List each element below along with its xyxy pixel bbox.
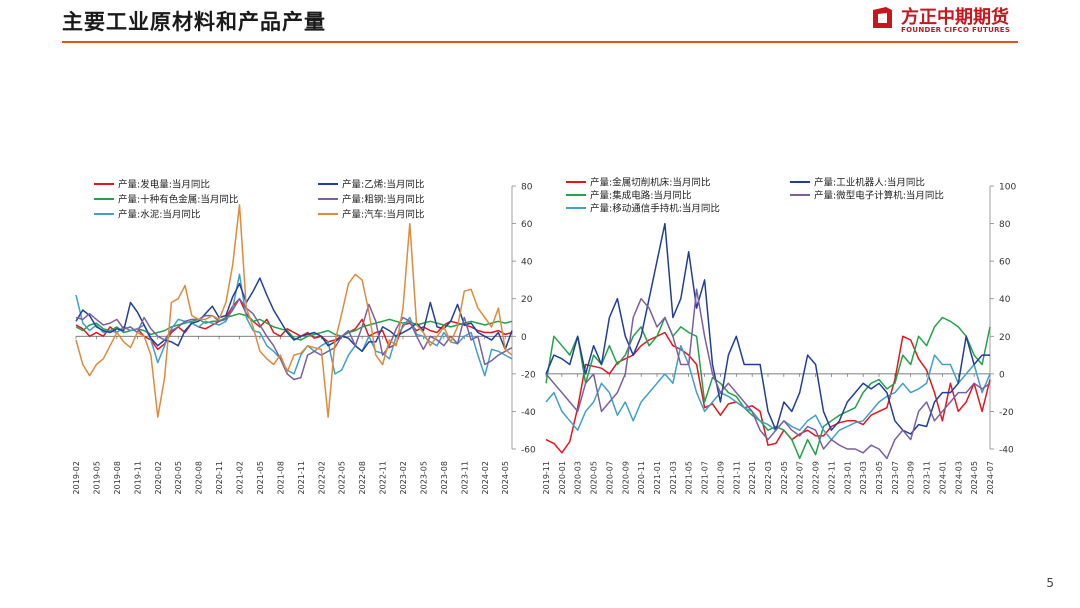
x-tick-label: 2022-09 bbox=[812, 461, 821, 494]
legend-label: 产量:汽车:当月同比 bbox=[342, 209, 424, 221]
y-tick-label: 80 bbox=[521, 183, 533, 193]
series-line bbox=[75, 277, 513, 353]
x-tick-label: 2019-11 bbox=[542, 461, 551, 494]
y-tick-label: 100 bbox=[999, 183, 1016, 193]
x-tick-label: 2020-02 bbox=[154, 461, 163, 494]
y-tick-label: 80 bbox=[999, 220, 1011, 230]
page-number: 5 bbox=[1046, 576, 1054, 590]
x-tick-label: 2024-05 bbox=[501, 461, 510, 494]
series-line bbox=[75, 204, 513, 418]
x-tick-label: 2019-08 bbox=[113, 461, 122, 494]
header-divider bbox=[62, 41, 1018, 43]
series-line bbox=[545, 344, 991, 441]
x-tick-label: 2022-05 bbox=[780, 461, 789, 494]
y-tick-label: 20 bbox=[521, 295, 533, 305]
x-tick-label: 2023-11 bbox=[923, 461, 932, 494]
x-tick-label: 2019-02 bbox=[72, 461, 81, 494]
x-tick-label: 2023-05 bbox=[875, 461, 884, 494]
x-tick-label: 2024-02 bbox=[481, 461, 490, 494]
x-tick-label: 2022-08 bbox=[358, 461, 367, 494]
x-tick-label: 2020-01 bbox=[558, 461, 567, 494]
legend-label: 产量:发电量:当月同比 bbox=[118, 179, 210, 191]
x-tick-label: 2021-08 bbox=[276, 461, 285, 494]
x-tick-label: 2020-08 bbox=[195, 461, 204, 494]
logo-name-cn: 方正中期期货 bbox=[901, 7, 1009, 28]
series-line bbox=[545, 288, 991, 460]
logo-mark-icon bbox=[873, 7, 892, 28]
x-tick-label: 2022-11 bbox=[827, 461, 836, 494]
x-tick-label: 2023-05 bbox=[419, 461, 428, 494]
y-tick-label: 20 bbox=[999, 333, 1011, 343]
legend-label: 产量:微型电子计算机:当月同比 bbox=[814, 190, 944, 202]
x-tick-label: 2024-05 bbox=[970, 461, 979, 494]
legend-label: 产量:十种有色金属:当月同比 bbox=[118, 194, 238, 206]
x-tick-label: 2023-01 bbox=[843, 461, 852, 494]
logo-name-en: FOUNDER CIFCO FUTURES bbox=[901, 26, 1011, 34]
x-tick-label: 2019-11 bbox=[133, 461, 142, 494]
series-line bbox=[545, 222, 990, 435]
legend-label: 产量:移动通信手持机:当月同比 bbox=[590, 203, 720, 215]
x-tick-label: 2022-03 bbox=[764, 461, 773, 494]
x-tick-label: 2024-03 bbox=[954, 461, 963, 494]
x-tick-label: 2023-08 bbox=[440, 461, 449, 494]
y-tick-label: 0 bbox=[999, 370, 1005, 380]
x-tick-label: 2021-05 bbox=[685, 461, 694, 494]
legend-label: 产量:粗钢:当月同比 bbox=[342, 194, 424, 206]
series-line bbox=[75, 297, 513, 381]
x-tick-label: 2020-11 bbox=[637, 461, 646, 494]
x-tick-label: 2023-09 bbox=[907, 461, 916, 494]
x-tick-label: 2021-11 bbox=[732, 461, 741, 494]
x-tick-label: 2022-02 bbox=[317, 461, 326, 494]
legend-label: 产量:工业机器人:当月同比 bbox=[814, 177, 925, 189]
y-tick-label: 0 bbox=[521, 333, 527, 343]
legend-label: 产量:金属切削机床:当月同比 bbox=[590, 177, 710, 189]
legend-label: 产量:水泥:当月同比 bbox=[118, 209, 200, 221]
y-tick-label: 60 bbox=[999, 258, 1011, 268]
y-tick-label: -60 bbox=[521, 446, 536, 456]
x-tick-label: 2021-01 bbox=[653, 461, 662, 494]
x-tick-label: 2024-07 bbox=[986, 461, 995, 494]
x-tick-label: 2020-11 bbox=[215, 461, 224, 494]
legend-label: 产量:乙烯:当月同比 bbox=[342, 179, 424, 191]
x-tick-label: 2024-01 bbox=[938, 461, 947, 494]
company-logo: 方正中期期货 FOUNDER CIFCO FUTURES bbox=[872, 4, 1022, 38]
y-tick-label: -40 bbox=[521, 408, 536, 418]
x-tick-label: 2020-07 bbox=[605, 461, 614, 494]
series-line bbox=[545, 331, 991, 454]
x-tick-label: 2021-02 bbox=[236, 461, 245, 494]
y-tick-label: -20 bbox=[999, 408, 1014, 418]
x-tick-label: 2021-11 bbox=[297, 461, 306, 494]
x-tick-label: 2022-07 bbox=[796, 461, 805, 494]
x-tick-label: 2023-07 bbox=[891, 461, 900, 494]
x-tick-label: 2023-11 bbox=[460, 461, 469, 494]
series-line bbox=[545, 316, 991, 460]
y-tick-label: 40 bbox=[999, 295, 1011, 305]
x-tick-label: 2020-03 bbox=[574, 461, 583, 494]
legend-label: 产量:集成电路:当月同比 bbox=[590, 190, 691, 202]
x-tick-label: 2020-05 bbox=[590, 461, 599, 494]
series-line bbox=[75, 297, 513, 351]
x-tick-label: 2019-05 bbox=[92, 461, 101, 494]
x-tick-label: 2021-07 bbox=[701, 461, 710, 494]
y-tick-label: 60 bbox=[521, 220, 533, 230]
y-tick-label: -20 bbox=[521, 370, 536, 380]
x-tick-label: 2022-01 bbox=[748, 461, 757, 494]
x-tick-label: 2020-05 bbox=[174, 461, 183, 494]
x-tick-label: 2022-05 bbox=[338, 461, 347, 494]
x-tick-label: 2023-03 bbox=[859, 461, 868, 494]
x-tick-label: 2021-09 bbox=[716, 461, 725, 494]
x-tick-label: 2021-05 bbox=[256, 461, 265, 494]
page-title: 主要工业原材料和产品产量 bbox=[62, 10, 326, 34]
x-tick-label: 2021-03 bbox=[669, 461, 678, 494]
y-tick-label: 40 bbox=[521, 258, 533, 268]
x-tick-label: 2023-02 bbox=[399, 461, 408, 494]
x-tick-label: 2022-11 bbox=[379, 461, 388, 494]
x-tick-label: 2020-09 bbox=[621, 461, 630, 494]
y-tick-label: -40 bbox=[999, 446, 1014, 456]
